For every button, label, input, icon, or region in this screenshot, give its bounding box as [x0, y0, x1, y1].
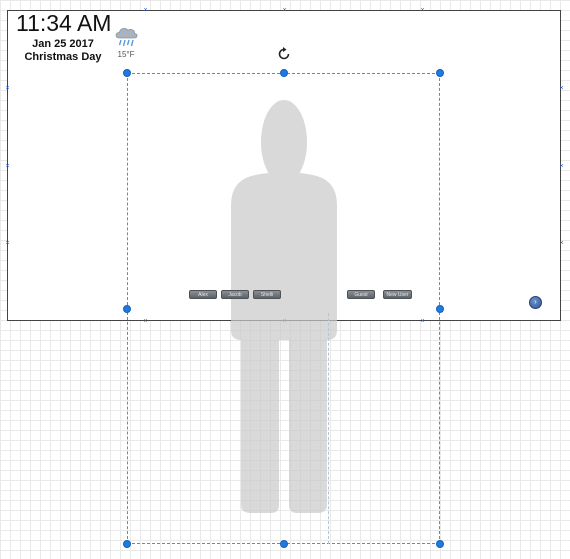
frame-anchor-marker[interactable]: ×	[5, 240, 10, 247]
user-button-shelli[interactable]: Shelli	[253, 290, 281, 299]
guest-button[interactable]: Guest	[347, 290, 375, 299]
selection-guide-line	[328, 313, 329, 544]
clock-date: Jan 25 2017	[32, 38, 94, 50]
frame-anchor-marker[interactable]: ×	[420, 7, 425, 14]
resize-handle-bottom-right[interactable]	[436, 540, 444, 548]
resize-handle-right[interactable]	[436, 305, 444, 313]
resize-handle-bottom-left[interactable]	[123, 540, 131, 548]
clock-time: 11:34 AM	[16, 10, 112, 36]
rain-cloud-icon	[115, 28, 138, 47]
frame-anchor-marker[interactable]: ×	[143, 318, 148, 325]
holiday-label: Christmas Day	[24, 51, 102, 63]
resize-handle-top-right[interactable]	[436, 69, 444, 77]
frame-anchor-marker[interactable]: ×	[5, 85, 10, 92]
frame-anchor-marker[interactable]: ×	[420, 318, 425, 325]
frame-anchor-marker[interactable]: ×	[559, 240, 564, 247]
resize-handle-bottom[interactable]	[280, 540, 288, 548]
frame-anchor-marker[interactable]: ×	[559, 85, 564, 92]
temperature-label: 15°F	[117, 50, 135, 59]
person-silhouette-icon[interactable]	[229, 100, 339, 515]
user-button-alex[interactable]: Alex	[189, 290, 217, 299]
frame-anchor-marker[interactable]: ×	[559, 163, 564, 170]
new-user-button[interactable]: New User	[383, 290, 412, 299]
frame-anchor-marker[interactable]: ×	[5, 163, 10, 170]
rotate-handle-icon[interactable]	[276, 46, 292, 62]
resize-handle-top[interactable]	[280, 69, 288, 77]
frame-anchor-marker[interactable]: ×	[282, 7, 287, 14]
frame-anchor-marker[interactable]: ×	[143, 7, 148, 14]
user-button-jacob[interactable]: Jacob	[221, 290, 249, 299]
next-arrow-icon[interactable]: ›	[529, 296, 542, 309]
resize-handle-top-left[interactable]	[123, 69, 131, 77]
resize-handle-left[interactable]	[123, 305, 131, 313]
